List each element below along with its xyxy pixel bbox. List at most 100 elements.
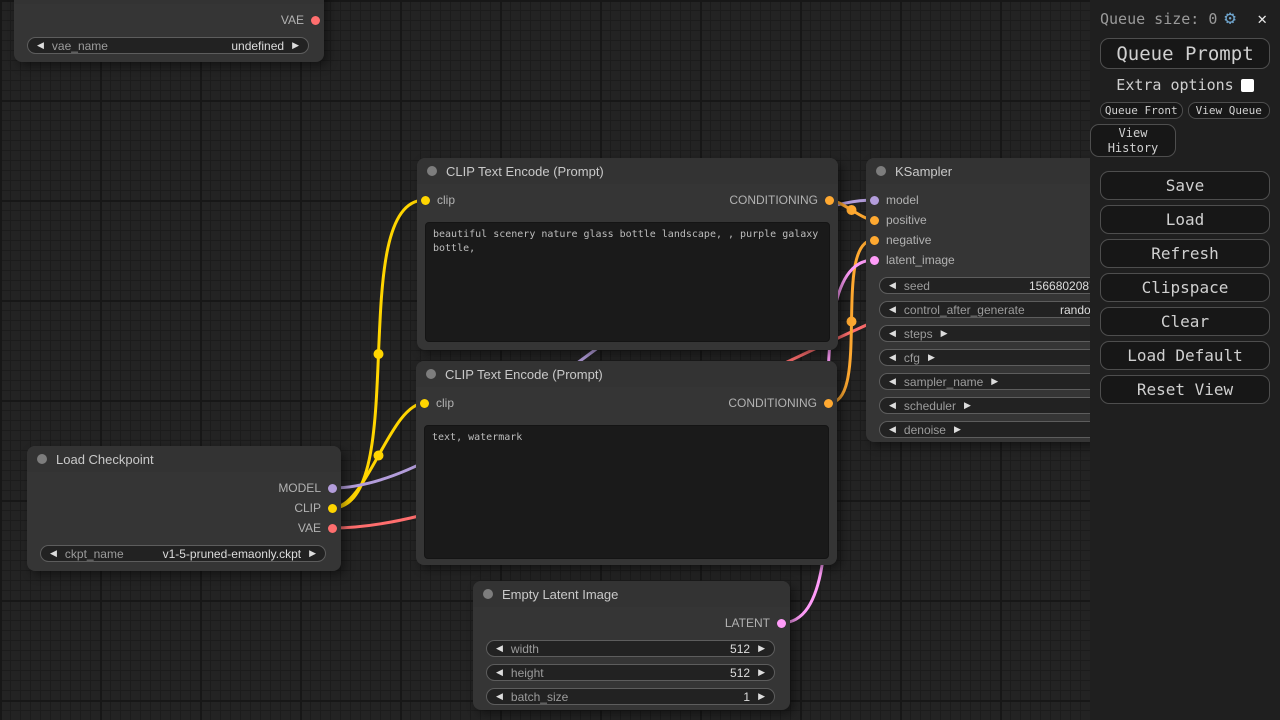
node-title-bar[interactable] [14, 0, 324, 4]
output-slot-VAE[interactable] [311, 15, 320, 25]
queue-prompt-button[interactable]: Queue Prompt [1100, 38, 1270, 69]
extra-options-checkbox[interactable] [1240, 78, 1254, 92]
output-slot-LATENT[interactable] [777, 618, 786, 628]
widget-label: sampler_name [903, 374, 984, 389]
view-queue-button[interactable]: View Queue [1187, 102, 1270, 119]
decrement-arrow-icon[interactable]: ◀ [37, 40, 44, 50]
node-load-checkpoint[interactable]: Load Checkpoint MODEL CLIP VAE ◀ ckpt_name v1-… [27, 446, 341, 571]
comfy-menu: Queue size: 0 ⚙ ✕ Queue Prompt Extra opt… [1090, 0, 1280, 720]
widget-sampler_name[interactable]: ◀ sampler_name ▶ [879, 373, 1141, 390]
decrement-arrow-icon[interactable]: ◀ [50, 548, 57, 558]
collapse-dot-icon[interactable] [426, 369, 436, 379]
input-slot-clip[interactable] [421, 195, 430, 205]
output-slot-MODEL[interactable] [328, 483, 337, 493]
slot-label: VAE [280, 13, 304, 27]
widget-value: 1 [743, 689, 751, 704]
decrement-arrow-icon[interactable]: ◀ [889, 328, 896, 338]
increment-arrow-icon[interactable]: ▶ [758, 667, 765, 677]
increment-arrow-icon[interactable]: ▶ [309, 548, 316, 558]
output-slot-CONDITIONING[interactable] [825, 195, 834, 205]
prompt-textarea[interactable] [424, 425, 829, 559]
collapse-dot-icon[interactable] [427, 166, 437, 176]
widget-batch_size[interactable]: ◀ batch_size 1 ▶ [486, 688, 775, 705]
output-slot-VAE[interactable] [328, 523, 337, 533]
reset-view-button[interactable]: Reset View [1100, 375, 1270, 404]
view-history-button[interactable]: View History [1090, 124, 1176, 157]
output-slot-CONDITIONING[interactable] [824, 398, 833, 408]
widget-label: steps [903, 326, 933, 341]
slot-label: VAE [297, 521, 321, 535]
increment-arrow-icon[interactable]: ▶ [963, 400, 971, 410]
widget-steps[interactable]: ◀ steps ▶ [879, 325, 1141, 342]
extra-options-row: Extra options [1090, 76, 1280, 94]
widget-ckpt_name[interactable]: ◀ ckpt_name v1-5-pruned-emaonly.ckpt ▶ [40, 545, 326, 562]
decrement-arrow-icon[interactable]: ◀ [889, 400, 896, 410]
widget-scheduler[interactable]: ◀ scheduler ▶ [879, 397, 1141, 414]
input-slot-negative[interactable] [870, 235, 879, 245]
input-slot-positive[interactable] [870, 215, 879, 225]
increment-arrow-icon[interactable]: ▶ [758, 691, 765, 701]
prompt-textarea[interactable] [425, 222, 830, 342]
widget-label: seed [903, 278, 930, 293]
widget-width[interactable]: ◀ width 512 ▶ [486, 640, 775, 657]
save-button[interactable]: Save [1100, 171, 1270, 200]
decrement-arrow-icon[interactable]: ◀ [496, 691, 503, 701]
clear-button[interactable]: Clear [1100, 307, 1270, 336]
widget-vae_name[interactable]: ◀ vae_name undefined ▶ [27, 37, 309, 54]
widget-label: height [510, 665, 544, 680]
decrement-arrow-icon[interactable]: ◀ [889, 304, 896, 314]
collapse-dot-icon[interactable] [37, 454, 47, 464]
input-slot-latent_image[interactable] [870, 255, 879, 265]
widget-label: batch_size [510, 689, 569, 704]
slot-label: model [886, 193, 919, 207]
slot-label: CONDITIONING [729, 193, 818, 207]
slot-label: negative [886, 233, 932, 247]
refresh-button[interactable]: Refresh [1100, 239, 1270, 268]
node-title-bar[interactable]: Empty Latent Image [473, 581, 790, 607]
widget-value: 512 [730, 665, 751, 680]
decrement-arrow-icon[interactable]: ◀ [496, 667, 503, 677]
clipspace-button[interactable]: Clipspace [1100, 273, 1270, 302]
view-history-line1: View [1118, 126, 1148, 140]
decrement-arrow-icon[interactable]: ◀ [889, 376, 896, 386]
settings-gear-icon[interactable]: ⚙ [1224, 7, 1236, 29]
queue-front-button[interactable]: Queue Front [1100, 102, 1183, 119]
decrement-arrow-icon[interactable]: ◀ [889, 280, 896, 290]
node-title-bar[interactable]: CLIP Text Encode (Prompt) [417, 158, 838, 184]
increment-arrow-icon[interactable]: ▶ [940, 328, 948, 338]
output-slot-CLIP[interactable] [328, 503, 337, 513]
widget-height[interactable]: ◀ height 512 ▶ [486, 664, 775, 681]
node-title-bar[interactable]: CLIP Text Encode (Prompt) [416, 361, 837, 387]
widget-cfg[interactable]: ◀ cfg ▶ [879, 349, 1141, 366]
decrement-arrow-icon[interactable]: ◀ [889, 424, 896, 434]
slot-label: clip [437, 193, 456, 207]
collapse-dot-icon[interactable] [876, 166, 886, 176]
menu-header: Queue size: 0 ⚙ ✕ [1090, 0, 1280, 29]
input-slot-clip[interactable] [420, 398, 429, 408]
node-title: CLIP Text Encode (Prompt) [445, 366, 603, 382]
decrement-arrow-icon[interactable]: ◀ [889, 352, 896, 362]
input-slot-model[interactable] [870, 195, 879, 205]
increment-arrow-icon[interactable]: ▶ [758, 643, 765, 653]
node-title-bar[interactable]: Load Checkpoint [27, 446, 341, 472]
node-clip-text-encode-negative[interactable]: CLIP Text Encode (Prompt) clip CONDITIONIN… [416, 361, 837, 565]
load-default-button[interactable]: Load Default [1100, 341, 1270, 370]
widget-label: control_after_generate [903, 302, 1025, 317]
widget-label: vae_name [51, 38, 108, 53]
node-clip-text-encode-positive[interactable]: CLIP Text Encode (Prompt) clip CONDITIONIN… [417, 158, 838, 350]
node-empty-latent-image[interactable]: Empty Latent Image LATENT ◀ width 512 ▶ ◀ heigh… [473, 581, 790, 710]
widget-label: width [510, 641, 539, 656]
node-load-vae[interactable]: VAE ◀ vae_name undefined ▶ [14, 0, 324, 62]
increment-arrow-icon[interactable]: ▶ [927, 352, 935, 362]
decrement-arrow-icon[interactable]: ◀ [496, 643, 503, 653]
collapse-dot-icon[interactable] [483, 589, 493, 599]
increment-arrow-icon[interactable]: ▶ [292, 40, 299, 50]
widget-value: undefined [231, 38, 285, 53]
increment-arrow-icon[interactable]: ▶ [991, 376, 999, 386]
load-button[interactable]: Load [1100, 205, 1270, 234]
increment-arrow-icon[interactable]: ▶ [953, 424, 961, 434]
widget-denoise[interactable]: ◀ denoise ▶ [879, 421, 1141, 438]
close-menu-icon[interactable]: ✕ [1257, 9, 1267, 28]
